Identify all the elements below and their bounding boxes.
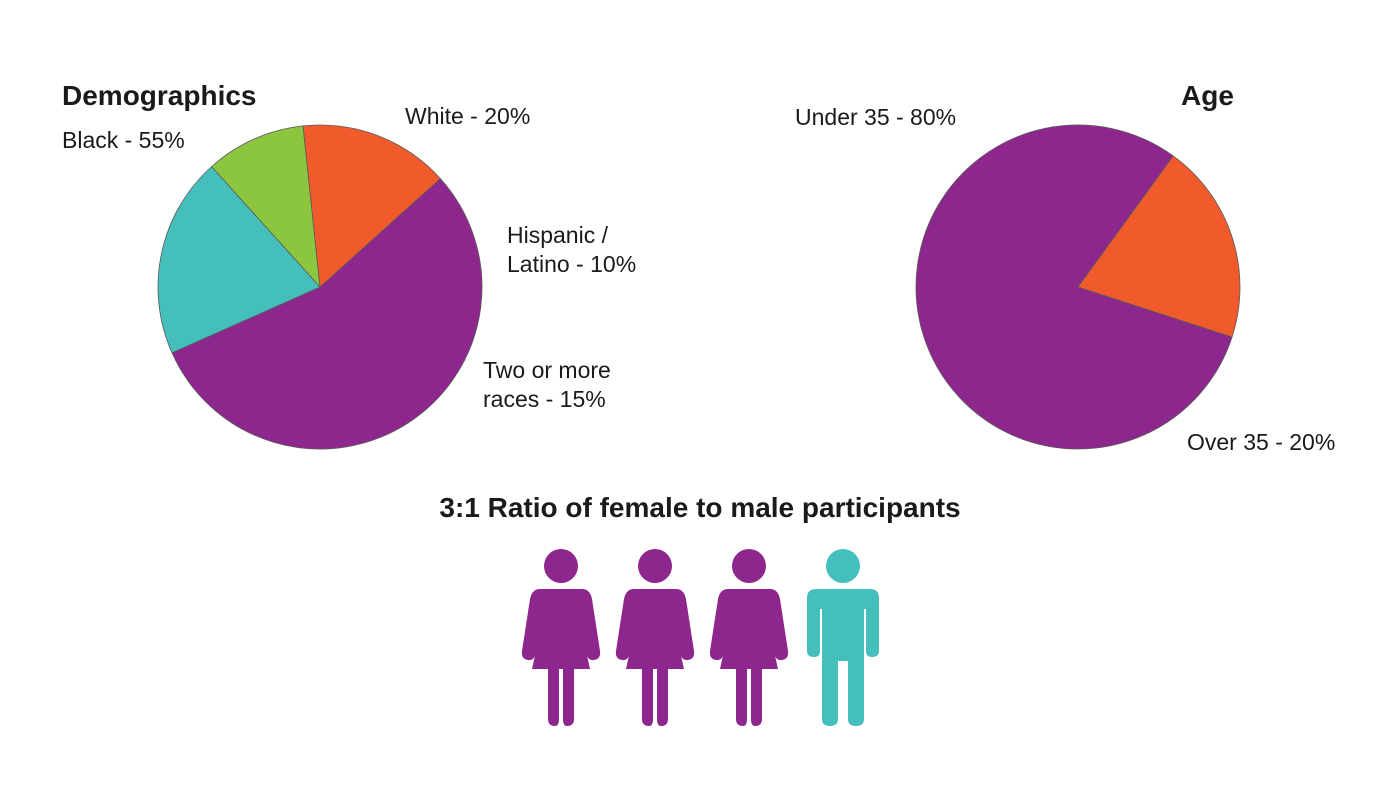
pie-slice-over-35 (1077, 155, 1241, 338)
pie-slice-two-or-more-races (302, 124, 441, 288)
pie-slice-white (157, 166, 321, 354)
slice-label-hispanic-line-2: Latino - 10% (507, 251, 637, 277)
pie-slice-black (171, 178, 483, 450)
participant-icons (518, 547, 888, 729)
male-person-icon (807, 549, 879, 726)
female-person-icon (709, 549, 789, 726)
slice-label-black: Black - 55% (62, 127, 185, 153)
pie-slice-under-35 (915, 124, 1233, 450)
ratio-title: 3:1 Ratio of female to male participants (439, 492, 961, 523)
slice-label-hispanic-line-1: Hispanic / (507, 222, 608, 248)
slice-label-hispanic-latino: Hispanic / Latino - 10% (507, 221, 636, 279)
slice-label-under-35: Under 35 - 80% (795, 104, 957, 130)
female-person-icon (521, 549, 601, 726)
demographics-chart-title: Demographics (62, 80, 257, 111)
slice-label-two-or-more-line-1: Two or more (483, 357, 611, 383)
slice-label-two-or-more-line-2: races - 15% (483, 386, 606, 412)
slice-label-two-or-more: Two or more races - 15% (483, 356, 611, 414)
slice-label-over-35: Over 35 - 20% (1187, 429, 1336, 455)
slice-label-white: White - 20% (405, 103, 531, 129)
age-chart-title: Age (1181, 80, 1234, 111)
female-person-icon (615, 549, 695, 726)
pie-slice-hispanic-latino (211, 125, 321, 288)
